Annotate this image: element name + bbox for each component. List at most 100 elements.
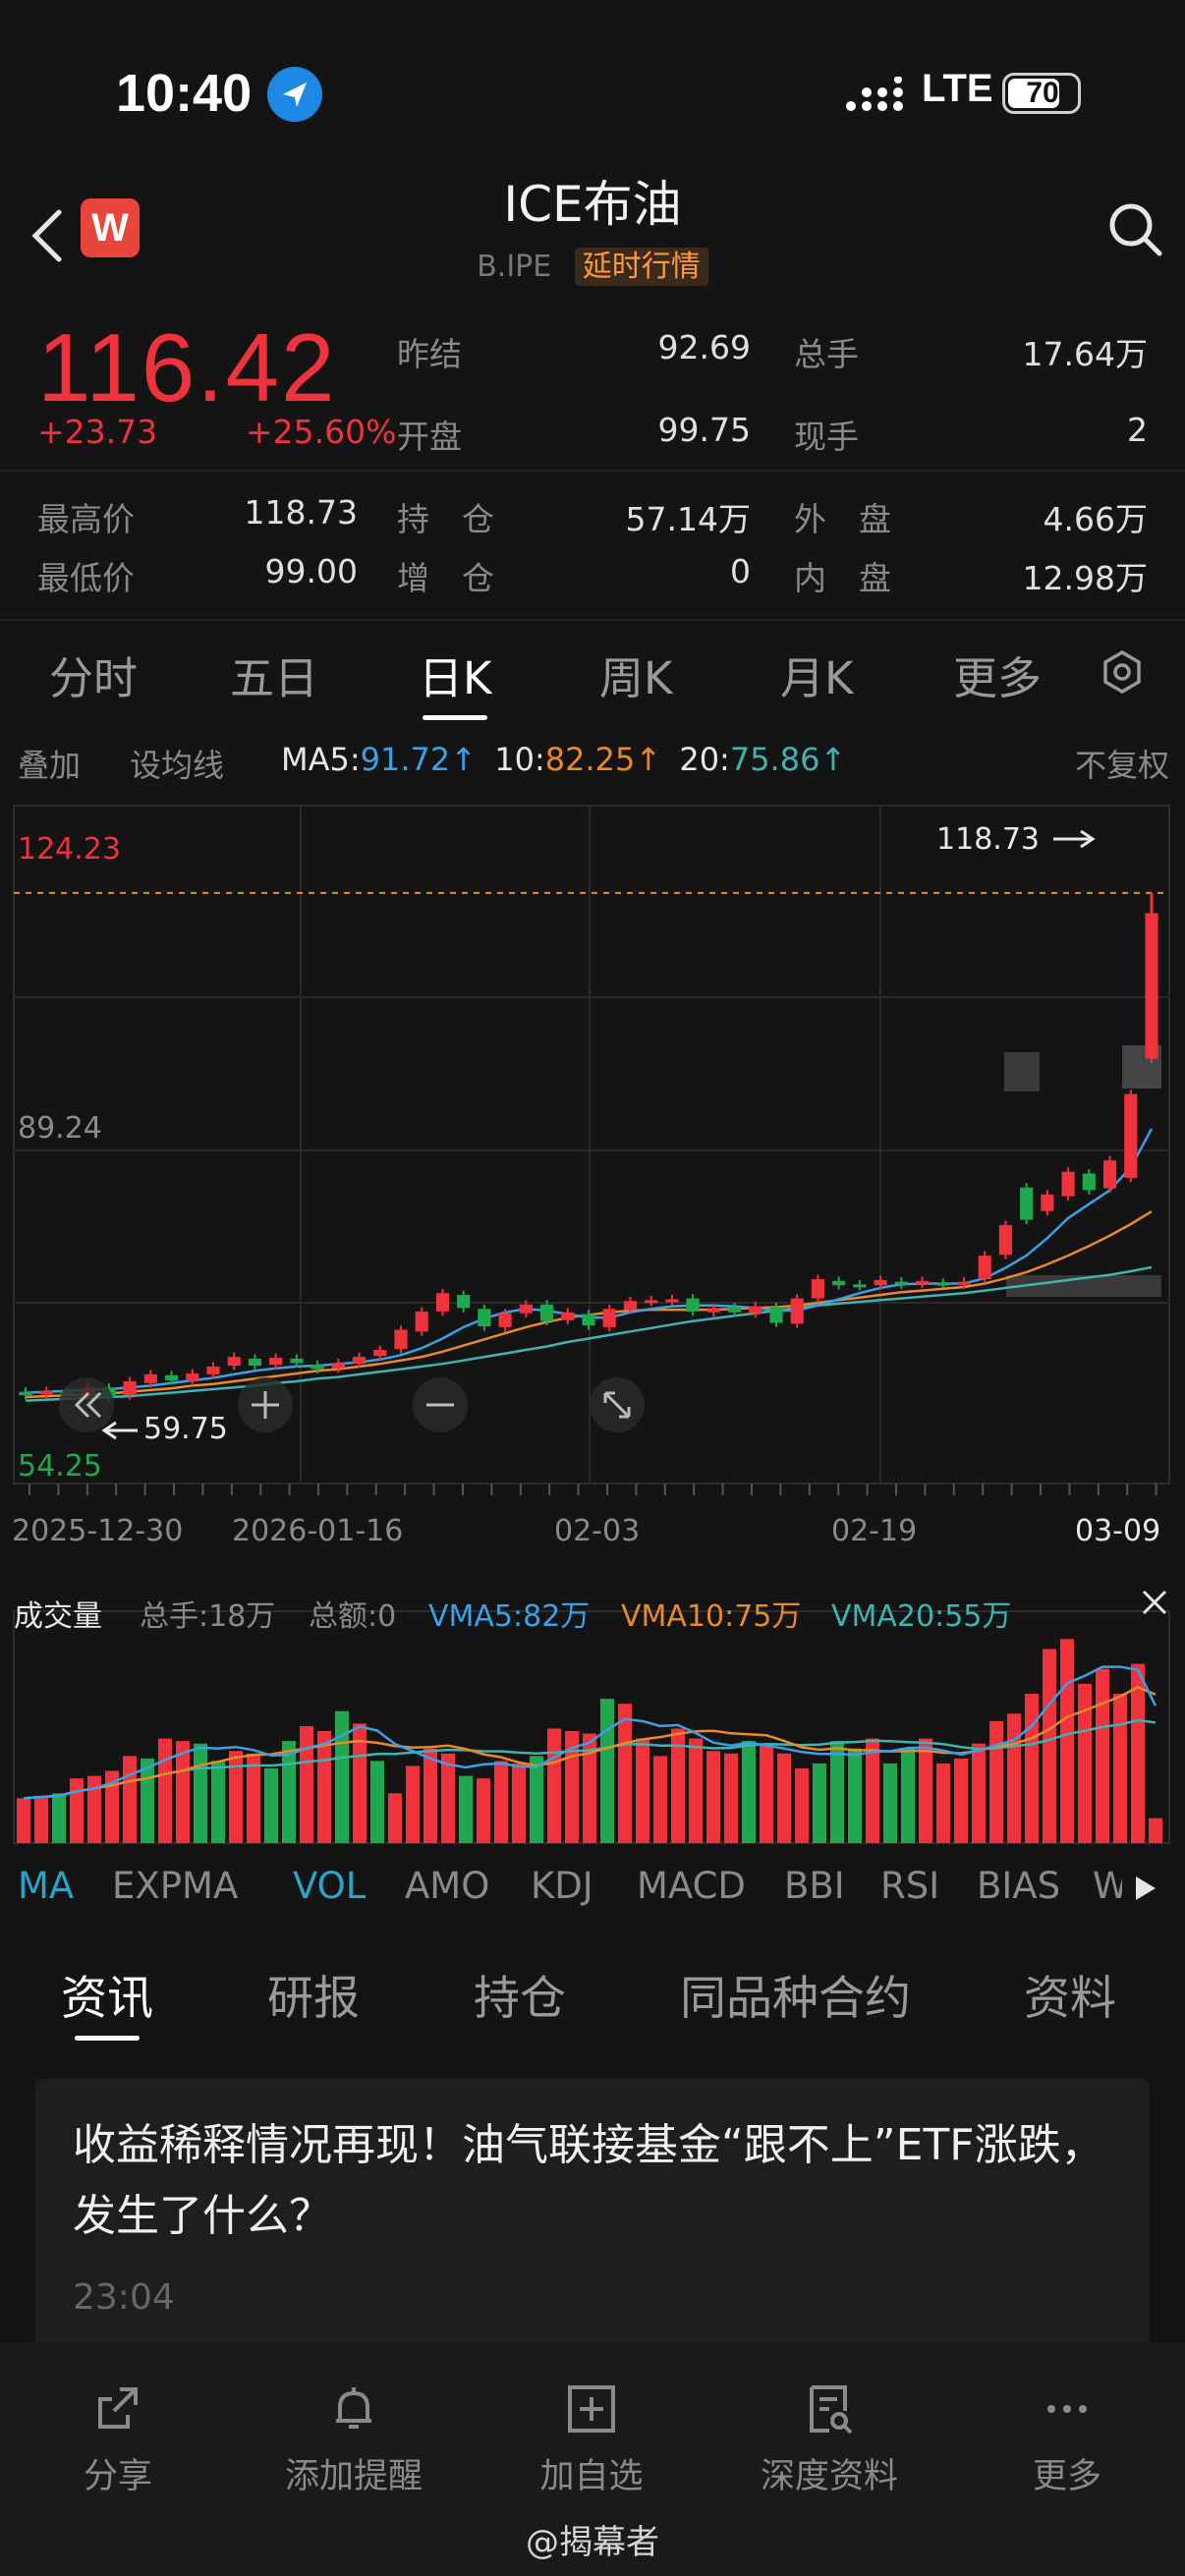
tab-five-day[interactable]: 五日 (230, 652, 319, 704)
volume-bar (157, 1738, 173, 1843)
candle-body (1061, 1171, 1075, 1197)
indicator-tab-kdj[interactable]: KDJ (531, 1865, 593, 1907)
candle-body (957, 1281, 971, 1285)
overlay-button[interactable]: 叠加 (18, 747, 82, 784)
indicator-tab-ma[interactable]: MA (18, 1865, 75, 1907)
fullscreen-button[interactable] (590, 1377, 645, 1432)
volume-bar (69, 1778, 85, 1843)
volume-bar (458, 1775, 474, 1843)
candle-body (1041, 1194, 1054, 1211)
share-button[interactable]: 分享 (20, 2342, 216, 2498)
ma20-value: 75.86↑ (729, 741, 847, 778)
set-ma-button[interactable]: 设均线 (130, 747, 225, 784)
candle-body (894, 1281, 908, 1285)
indicator-tab-amo[interactable]: AMO (405, 1865, 490, 1907)
low-marker-arrow (101, 1421, 138, 1440)
tab-weekly-k[interactable]: 周K (599, 652, 673, 704)
candle-body (706, 1308, 720, 1313)
volume-bar (741, 1741, 757, 1843)
candle-body (665, 1299, 679, 1303)
chart-grid (13, 805, 1170, 1495)
volume-bar (670, 1728, 686, 1843)
volume-bar (140, 1758, 155, 1843)
high-marker: 118.73 (936, 822, 1040, 857)
kline-chart[interactable]: 124.23 89.24 54.25 118.73 59.75 2025-12-… (0, 804, 1185, 1865)
volume-bar (263, 1768, 279, 1843)
indicator-tab-macd[interactable]: MACD (637, 1865, 746, 1907)
news-title[interactable]: 收益稀释情况再现！油气联接基金“跟不上”ETF涨跌，发生了什么？ (73, 2120, 1104, 2241)
battery-icon: 70 (1002, 73, 1081, 114)
quote-label: 总手 (794, 335, 859, 373)
crosshair-marker (1004, 1052, 1040, 1092)
chart-settings-icon[interactable] (1099, 648, 1146, 700)
volume-bar (529, 1756, 544, 1843)
indicator-tab-expma[interactable]: EXPMA (112, 1865, 239, 1907)
volume-bar (564, 1731, 580, 1843)
battery-level: 70 (1026, 77, 1059, 109)
divider (0, 619, 1185, 621)
quote-value: 17.64万 (1022, 335, 1148, 373)
volume-bar (210, 1761, 226, 1843)
news-card[interactable]: 收益稀释情况再现！油气联接基金“跟不上”ETF涨跌，发生了什么？ 23:04 (35, 2079, 1150, 2364)
volume-bar (1024, 1694, 1040, 1843)
quote-label: 最高价 (37, 500, 135, 538)
news-tab-profile[interactable]: 资料 (1024, 1972, 1116, 2026)
app-logo[interactable]: W (81, 198, 140, 257)
delay-badge: 延时行情 (574, 248, 708, 286)
back-button[interactable] (28, 206, 67, 265)
volume-bar (776, 1753, 792, 1843)
search-icon[interactable] (1104, 198, 1167, 265)
ma20-label: 20: (679, 741, 730, 778)
indicator-tab-vol[interactable]: VOL (293, 1865, 367, 1907)
volume-bar (440, 1753, 456, 1843)
quote-value: 92.69 (657, 328, 751, 366)
more-button[interactable]: 更多 (969, 2342, 1165, 2498)
tab-more[interactable]: 更多 (953, 652, 1043, 704)
volume-bar (918, 1738, 933, 1843)
volume-bar (723, 1753, 739, 1843)
share-label: 分享 (83, 2457, 152, 2496)
zoom-in-button[interactable] (238, 1377, 293, 1432)
tab-monthly-k[interactable]: 月K (780, 652, 854, 704)
volume-bar (1130, 1663, 1146, 1843)
volume-bar (705, 1751, 721, 1843)
quote-label: 内 盘 (794, 559, 891, 597)
adjust-toggle[interactable]: 不复权 (1075, 747, 1170, 784)
x-tick-label: 2026-01-16 (232, 1514, 403, 1548)
volume-bar (1148, 1818, 1163, 1843)
volume-bar (175, 1741, 191, 1843)
candle-body (19, 1391, 32, 1396)
news-tab-positions[interactable]: 持仓 (474, 1972, 566, 2026)
news-tab-research[interactable]: 研报 (267, 1972, 360, 2026)
add-alert-button[interactable]: 添加提醒 (255, 2342, 452, 2498)
deep-data-button[interactable]: 深度资料 (731, 2342, 928, 2498)
indicator-tab-w[interactable]: W (1093, 1865, 1122, 1907)
candle-body (539, 1304, 554, 1321)
candle-body (1020, 1187, 1034, 1220)
indicator-tab-bias[interactable]: BIAS (977, 1865, 1061, 1907)
ma5-label: MA5: (281, 741, 361, 778)
play-arrow-icon[interactable] (1132, 1875, 1157, 1906)
scroll-left-button[interactable] (59, 1377, 114, 1432)
add-watchlist-button[interactable]: 加自选 (493, 2342, 690, 2498)
volume-bar (1077, 1683, 1093, 1843)
quote-label: 持 仓 (397, 500, 494, 538)
close-icon[interactable] (1140, 1588, 1169, 1625)
candle-body (415, 1311, 428, 1332)
news-tab-same-contracts[interactable]: 同品种合约 (680, 1972, 911, 2026)
volume-bar (86, 1775, 102, 1843)
candle-body (269, 1358, 283, 1366)
indicator-tab-bbi[interactable]: BBI (784, 1865, 845, 1907)
tab-daily-k[interactable]: 日K (419, 652, 492, 704)
price-change: +23.73 (37, 413, 158, 451)
volume-bar (617, 1704, 633, 1843)
instrument-subtitle: B.IPE 延时行情 (0, 242, 1185, 286)
candle-body (645, 1300, 658, 1304)
news-tab-info[interactable]: 资讯 (61, 1972, 153, 2026)
volume-bar (246, 1753, 261, 1843)
indicator-tab-rsi[interactable]: RSI (880, 1865, 940, 1907)
tab-intraday[interactable]: 分时 (49, 652, 139, 704)
vma5-line (23, 1665, 1157, 1800)
candle-body (582, 1314, 595, 1326)
zoom-out-button[interactable] (413, 1377, 468, 1432)
